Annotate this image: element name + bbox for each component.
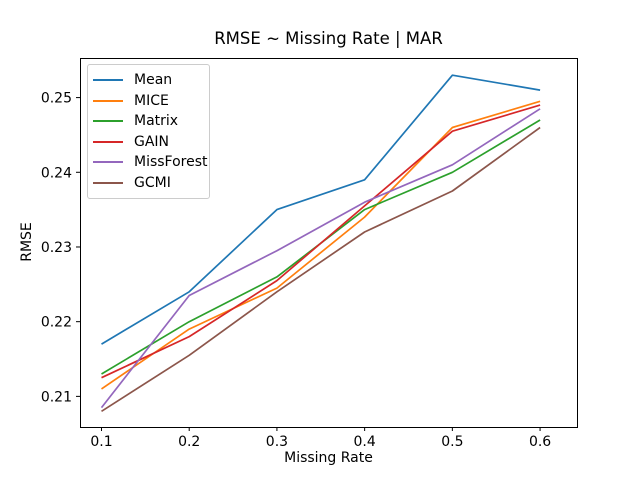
y-tick-label: 0.22 [41,315,72,331]
legend-entry-Matrix: Matrix [88,111,209,132]
x-tick-label: 0.6 [529,434,551,450]
y-tick-label: 0.23 [41,240,72,256]
axes-frame [80,58,578,428]
y-tick-label: 0.25 [41,91,72,107]
x-tick-label: 0.2 [178,434,200,450]
legend-label: GCMI [134,174,171,191]
series-line-MissForest [100,108,541,409]
legend-line-sample [93,181,123,184]
x-tick-label: 0.4 [354,434,376,450]
legend-line-sample [93,161,123,164]
legend-line-sample [93,99,123,102]
series-line-Mean [101,74,541,345]
x-tick-label: 0.1 [90,434,112,450]
legend-entry-GCMI: GCMI [88,173,209,194]
x-axis-label: Missing Rate [284,450,373,466]
legend-entry-Mean: Mean [88,70,209,91]
x-tick-label: 0.3 [266,434,288,450]
legend-entry-GAIN: GAIN [88,132,209,153]
series-line-MICE [101,100,541,390]
y-tick-label: 0.24 [41,165,72,181]
legend-line-sample [93,120,123,123]
y-tick-label: 0.21 [41,389,72,405]
legend-label: Matrix [134,113,179,130]
legend-entry-MICE: MICE [88,91,209,112]
series-line-GAIN [101,104,541,379]
legend-label: Mean [134,72,173,89]
series-line-GCMI [101,126,541,413]
legend: Mean MICE Matrix GAIN MissForest GCMI [87,64,210,199]
x-tick-label: 0.5 [441,434,463,450]
legend-label: MissForest [134,154,208,171]
legend-label: MICE [134,92,169,109]
legend-entry-MissForest: MissForest [88,152,209,173]
legend-label: GAIN [134,133,170,150]
legend-line-sample [93,79,123,82]
chart-title: RMSE ~ Missing Rate | MAR [214,29,443,48]
legend-line-sample [93,140,123,143]
